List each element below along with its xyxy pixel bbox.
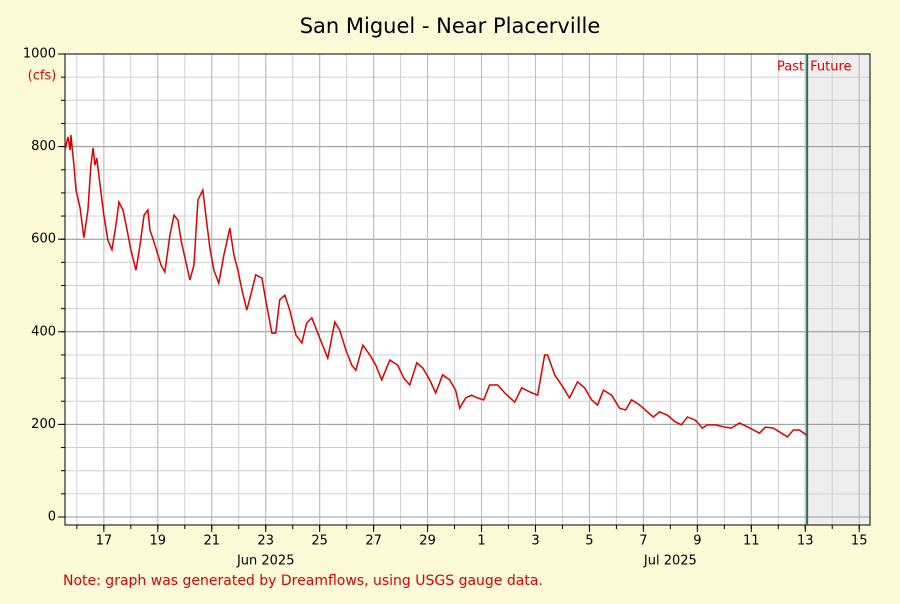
x-tick-label: 17 <box>96 534 113 549</box>
y-tick-label: 0 <box>48 509 56 524</box>
month-label: Jun 2025 <box>236 554 295 569</box>
plot-area <box>65 54 870 525</box>
x-tick-label: 27 <box>365 534 382 549</box>
x-tick-label: 5 <box>585 534 593 549</box>
x-tick-label: 7 <box>639 534 647 549</box>
note: Note: graph was generated by Dreamflows,… <box>63 573 543 589</box>
x-tick-label: 21 <box>203 534 220 549</box>
x-tick-label: 1 <box>477 534 485 549</box>
y-unit: (cfs) <box>28 69 57 84</box>
past-label: Past <box>777 60 804 75</box>
y-tick-label: 400 <box>31 324 56 339</box>
future-label: Future <box>810 60 851 75</box>
x-tick-label: 23 <box>257 534 274 549</box>
y-tick-label: 200 <box>31 417 56 432</box>
plot-frame <box>64 53 871 526</box>
x-tick-label: 9 <box>693 534 701 549</box>
x-tick-label: 3 <box>531 534 539 549</box>
x-tick-label: 11 <box>743 534 760 549</box>
x-tick-label: 19 <box>150 534 167 549</box>
data-line <box>64 134 808 438</box>
y-tick-label: 1000 <box>23 47 56 62</box>
x-tick-label: 13 <box>797 534 814 549</box>
x-tick-label: 29 <box>419 534 436 549</box>
month-label: Jul 2025 <box>643 554 697 569</box>
y-tick-label: 800 <box>31 139 56 154</box>
y-tick-label: 600 <box>31 232 56 247</box>
x-tick-label: 15 <box>851 534 868 549</box>
chart-title: San Miguel - Near Placerville <box>300 14 601 38</box>
future-region <box>807 54 870 525</box>
x-tick-label: 25 <box>311 534 328 549</box>
